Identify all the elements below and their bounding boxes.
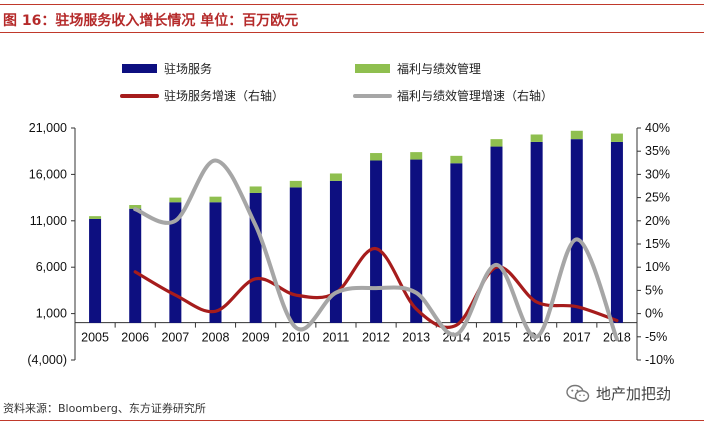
y-right-tick-label: 25% xyxy=(645,191,670,205)
legend-onsite-growth-label: 驻场服务增速（右轴） xyxy=(164,88,284,103)
bar-benefits-rewards xyxy=(129,205,142,209)
bar-onsite-services xyxy=(450,163,463,323)
bar-onsite-services xyxy=(530,141,543,323)
y-left-tick-label: 6,000 xyxy=(36,260,67,274)
x-tick-label: 2009 xyxy=(242,331,270,345)
x-tick-label: 2010 xyxy=(282,331,310,345)
y-left-tick-label: (4,000) xyxy=(27,353,67,367)
bars xyxy=(89,130,623,323)
watermark: 地产加把劲 xyxy=(566,383,671,404)
y-right-tick-label: 40% xyxy=(645,121,670,135)
bar-onsite-services xyxy=(209,202,222,323)
y-right-tick-label: -5% xyxy=(645,330,667,344)
legend-onsite-services-swatch xyxy=(122,64,157,73)
bar-onsite-services xyxy=(89,218,102,323)
bar-benefits-rewards xyxy=(89,216,102,219)
top-rule xyxy=(0,4,704,5)
bar-benefits-rewards xyxy=(249,186,262,193)
bottom-rule xyxy=(0,420,704,421)
bar-benefits-rewards xyxy=(329,173,342,181)
bar-onsite-services xyxy=(129,208,142,323)
axes: (4,000) 1,000 6,000 11,000 16,000 21,000 -10% -… xyxy=(27,121,674,367)
x-tick-label: 2007 xyxy=(161,331,189,345)
y-right-tick-label: 10% xyxy=(645,260,670,274)
y-left-tick-label: 11,000 xyxy=(30,214,67,228)
x-tick-label: 2013 xyxy=(402,331,430,345)
wechat-icon xyxy=(566,384,590,402)
x-tick-label: 2005 xyxy=(81,331,109,345)
bar-onsite-services xyxy=(570,139,583,323)
bar-benefits-rewards xyxy=(610,133,623,142)
watermark-label: 地产加把劲 xyxy=(596,385,672,403)
bar-onsite-services xyxy=(410,159,423,323)
title-rule xyxy=(0,32,704,33)
legend-benefits-rewards-swatch xyxy=(355,64,390,73)
x-tick-label: 2012 xyxy=(362,331,390,345)
y-right-tick-label: 5% xyxy=(645,283,663,297)
bar-onsite-services xyxy=(370,160,383,323)
source-note: 资料来源：Bloomberg、东方证券研究所 xyxy=(3,402,206,415)
legend-benefits-rewards-label: 福利与绩效管理 xyxy=(397,61,481,76)
y-right-tick-label: -10% xyxy=(645,353,674,367)
figure-title: 图 16：驻场服务收入增长情况 单位：百万欧元 xyxy=(3,13,299,29)
y-left-tick-label: 21,000 xyxy=(29,121,67,135)
y-right-tick-label: 35% xyxy=(645,144,670,158)
bar-benefits-rewards xyxy=(289,180,302,188)
bar-benefits-rewards xyxy=(410,152,423,160)
lines xyxy=(133,158,619,342)
x-tick-label: 2011 xyxy=(322,331,349,345)
bar-onsite-services xyxy=(249,192,262,323)
y-left-tick-label: 1,000 xyxy=(36,307,67,321)
y-right-tick-label: 15% xyxy=(645,237,670,251)
x-tick-label: 2008 xyxy=(202,331,230,345)
bar-onsite-services xyxy=(289,187,302,323)
y-right-tick-label: 30% xyxy=(645,167,670,181)
line-benefits-growth xyxy=(133,158,619,342)
bar-onsite-services xyxy=(610,141,623,323)
bar-benefits-rewards xyxy=(530,134,543,142)
bar-benefits-rewards xyxy=(209,196,222,203)
y-left-tick-label: 16,000 xyxy=(29,167,67,181)
bar-onsite-services xyxy=(490,146,503,323)
bar-benefits-rewards xyxy=(370,153,383,161)
bar-benefits-rewards xyxy=(450,155,463,164)
line-onsite-growth xyxy=(133,247,619,329)
legend-onsite-services-label: 驻场服务 xyxy=(164,61,212,76)
bar-benefits-rewards xyxy=(490,139,503,147)
x-tick-label: 2006 xyxy=(121,331,149,345)
bar-benefits-rewards xyxy=(570,130,583,140)
y-right-tick-label: 20% xyxy=(645,214,670,228)
x-tick-label: 2017 xyxy=(563,331,591,345)
x-tick-label: 2015 xyxy=(483,331,511,345)
legend-benefits-growth-label: 福利与绩效管理增速（右轴） xyxy=(397,88,553,103)
bar-benefits-rewards xyxy=(169,197,182,203)
bar-onsite-services xyxy=(329,180,342,323)
y-right-tick-label: 0% xyxy=(645,307,663,321)
